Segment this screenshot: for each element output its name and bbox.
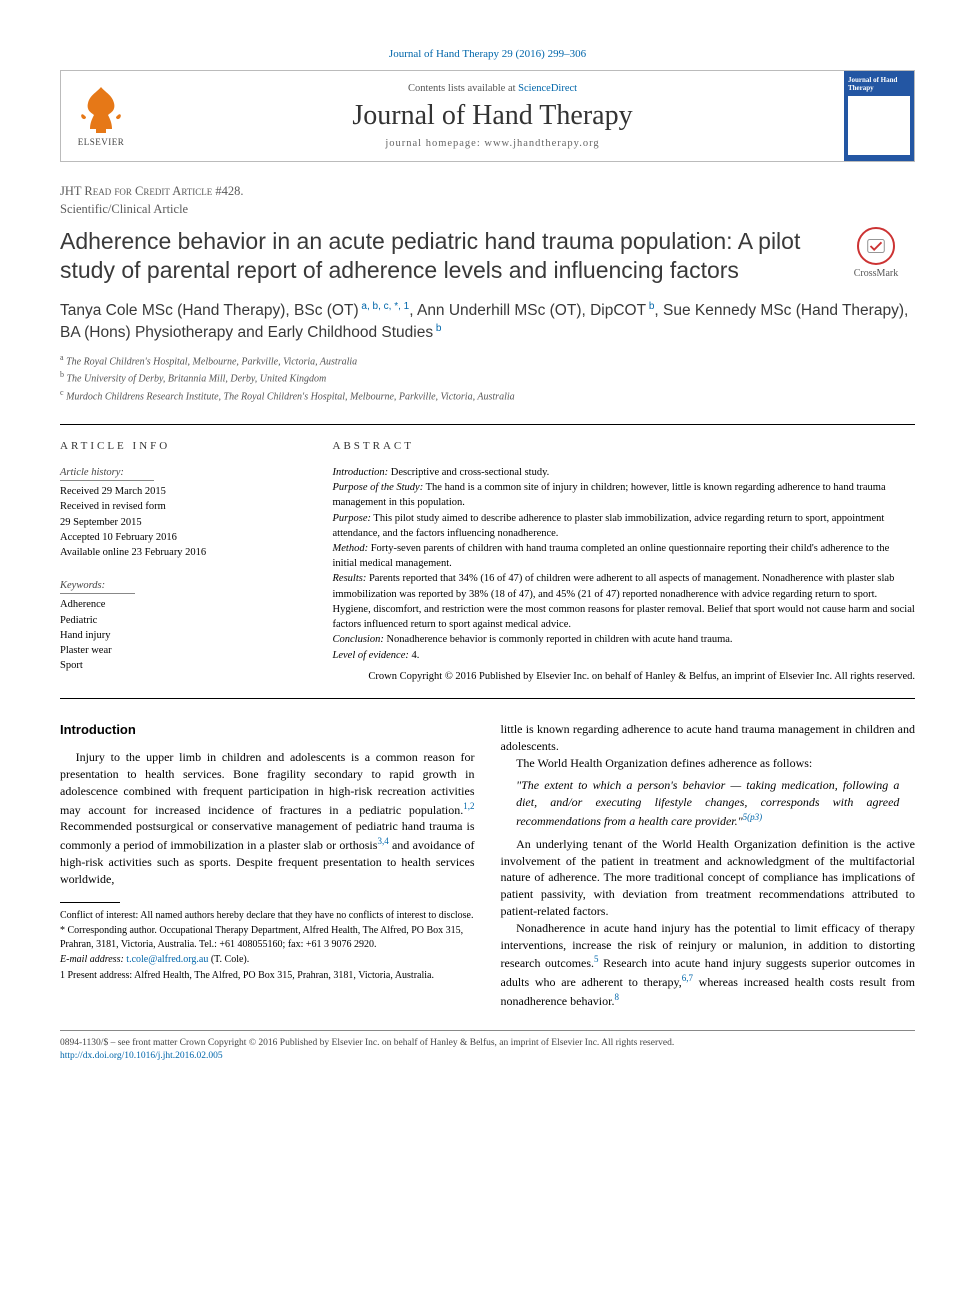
abstract-copyright: Crown Copyright © 2016 Published by Else… — [333, 669, 916, 684]
affiliation-text: The Royal Children's Hospital, Melbourne… — [64, 356, 358, 367]
publisher-logo[interactable]: ELSEVIER — [61, 71, 141, 161]
body-text: Injury to the upper limb in children and… — [60, 750, 475, 816]
affiliation: a The Royal Children's Hospital, Melbour… — [60, 352, 915, 369]
crossmark-icon — [857, 227, 895, 265]
title-row: Adherence behavior in an acute pediatric… — [60, 227, 915, 300]
masthead-center: Contents lists available at ScienceDirec… — [141, 71, 844, 161]
abs-label: Introduction: — [333, 467, 389, 478]
elsevier-tree-icon — [76, 85, 126, 135]
journal-cover-thumb[interactable]: Journal of Hand Therapy — [844, 71, 914, 161]
abs-label: Level of evidence: — [333, 650, 409, 661]
homepage-url[interactable]: www.jhandtherapy.org — [484, 138, 599, 149]
affiliation: b The University of Derby, Britannia Mil… — [60, 369, 915, 386]
abs-text: Descriptive and cross-sectional study. — [388, 467, 549, 478]
cover-title: Journal of Hand Therapy — [848, 77, 910, 92]
quote-text: "The extent to which a person's behavior… — [516, 778, 899, 828]
ref-link[interactable]: 3,4 — [377, 836, 388, 846]
ref-link[interactable]: 6,7 — [682, 973, 693, 983]
affiliations: a The Royal Children's Hospital, Melbour… — [60, 352, 915, 404]
sciencedirect-link[interactable]: ScienceDirect — [518, 83, 577, 94]
homepage-line: journal homepage: www.jhandtherapy.org — [149, 138, 836, 149]
keywords-label: Keywords: — [60, 578, 135, 594]
email-link[interactable]: t.cole@alfred.org.au — [126, 954, 208, 965]
history-block: Article history: Received 29 March 2015 … — [60, 465, 301, 560]
history-line: 29 September 2015 — [60, 515, 301, 530]
page: Journal of Hand Therapy 29 (2016) 299–30… — [0, 0, 975, 1092]
keyword: Pediatric — [60, 613, 301, 628]
article-info: ARTICLE INFO Article history: Received 2… — [60, 425, 317, 698]
publisher-name: ELSEVIER — [78, 137, 125, 147]
contents-prefix: Contents lists available at — [408, 83, 518, 94]
history-line: Received in revised form — [60, 499, 301, 514]
footnote-corr: * Corresponding author. Occupational The… — [60, 924, 475, 951]
abs-text: This pilot study aimed to describe adher… — [333, 513, 885, 539]
keywords-block: Keywords: Adherence Pediatric Hand injur… — [60, 578, 301, 673]
contents-line: Contents lists available at ScienceDirec… — [149, 83, 836, 94]
history-line: Available online 23 February 2016 — [60, 545, 301, 560]
footnote-coi: Conflict of interest: All named authors … — [60, 909, 475, 923]
article-title: Adherence behavior in an acute pediatric… — [60, 227, 819, 286]
footnote-email: E-mail address: t.cole@alfred.org.au (T.… — [60, 953, 475, 967]
email-label: E-mail address: — [60, 954, 126, 965]
body-columns: Introduction Injury to the upper limb in… — [60, 721, 915, 1010]
info-block: ARTICLE INFO Article history: Received 2… — [60, 424, 915, 699]
top-citation: Journal of Hand Therapy 29 (2016) 299–30… — [60, 48, 915, 60]
crossmark-badge[interactable]: CrossMark — [837, 227, 915, 279]
keyword: Adherence — [60, 597, 301, 612]
ref-link[interactable]: 1,2 — [463, 801, 474, 811]
abs-label: Results: — [333, 573, 367, 584]
doi-link[interactable]: http://dx.doi.org/10.1016/j.jht.2016.02.… — [60, 1051, 223, 1061]
article-type: Scientific/Clinical Article — [60, 202, 915, 217]
footnote-rule — [60, 902, 120, 903]
keyword: Hand injury — [60, 628, 301, 643]
affiliation-text: The University of Derby, Britannia Mill,… — [64, 374, 326, 385]
footnotes: Conflict of interest: All named authors … — [60, 909, 475, 983]
abs-label: Conclusion: — [333, 634, 384, 645]
abs-text: Nonadherence behavior is commonly report… — [384, 634, 733, 645]
ref-link[interactable]: 5(p3) — [743, 812, 763, 822]
history-line: Received 29 March 2015 — [60, 484, 301, 499]
masthead: ELSEVIER Contents lists available at Sci… — [60, 70, 915, 162]
info-heading: ARTICLE INFO — [60, 439, 301, 455]
abstract-body: Introduction: Descriptive and cross-sect… — [333, 465, 916, 663]
body-para: An underlying tenant of the World Health… — [501, 836, 916, 920]
email-suffix: (T. Cole). — [208, 954, 249, 965]
page-footer: 0894-1130/$ – see front matter Crown Cop… — [60, 1030, 915, 1063]
body-para: Nonadherence in acute hand injury has th… — [501, 920, 916, 1010]
body-para: The World Health Organization defines ad… — [501, 755, 916, 772]
abs-text: Parents reported that 34% (16 of 47) of … — [333, 573, 915, 630]
crossmark-label: CrossMark — [854, 268, 898, 279]
keyword: Plaster wear — [60, 643, 301, 658]
homepage-label: journal homepage: — [385, 138, 484, 149]
keyword: Sport — [60, 658, 301, 673]
abs-label: Purpose: — [333, 513, 372, 524]
body-para: little is known regarding adherence to a… — [501, 721, 916, 755]
abstract-heading: ABSTRACT — [333, 439, 916, 455]
history-label: Article history: — [60, 465, 154, 481]
affiliation-text: Murdoch Childrens Research Institute, Th… — [64, 391, 515, 402]
cover-body — [848, 96, 910, 155]
body-para: Injury to the upper limb in children and… — [60, 749, 475, 887]
abs-text: Forty-seven parents of children with han… — [333, 543, 890, 569]
footer-copyright: 0894-1130/$ – see front matter Crown Cop… — [60, 1037, 915, 1050]
credit-line: JHT Read for Credit Article #428. — [60, 184, 915, 199]
authors: Tanya Cole MSc (Hand Therapy), BSc (OT) … — [60, 300, 915, 344]
journal-name: Journal of Hand Therapy — [149, 100, 836, 132]
abstract: ABSTRACT Introduction: Descriptive and c… — [317, 425, 916, 698]
history-line: Accepted 10 February 2016 — [60, 530, 301, 545]
affiliation: c Murdoch Childrens Research Institute, … — [60, 387, 915, 404]
abs-label: Purpose of the Study: — [333, 482, 424, 493]
footnote-present: 1 Present address: Alfred Health, The Al… — [60, 969, 475, 983]
intro-heading: Introduction — [60, 721, 475, 739]
ref-link[interactable]: 8 — [614, 992, 619, 1002]
body-quote: "The extent to which a person's behavior… — [501, 777, 916, 829]
abs-text: 4. — [409, 650, 420, 661]
abs-label: Method: — [333, 543, 369, 554]
